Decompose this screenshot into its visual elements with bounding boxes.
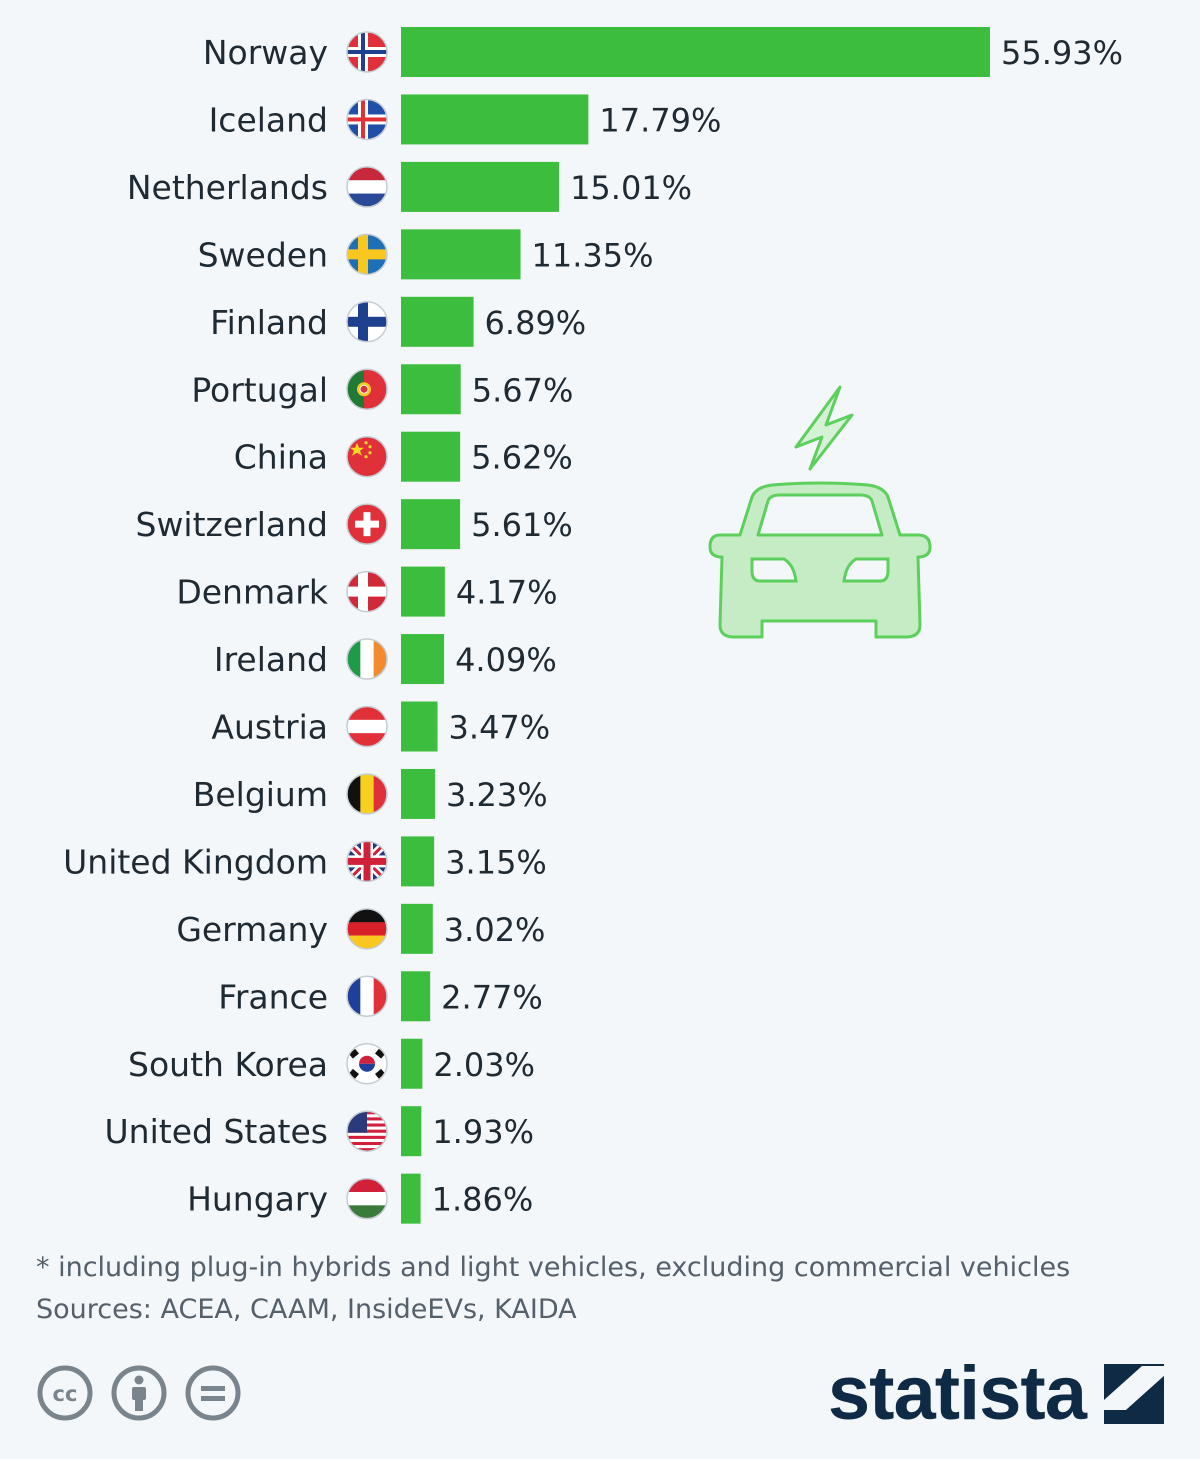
belgium-flag-icon bbox=[346, 773, 388, 815]
bar bbox=[401, 296, 474, 347]
country-label: Sweden bbox=[198, 235, 328, 274]
bar bbox=[401, 27, 990, 77]
value-label: 3.15% bbox=[445, 843, 547, 881]
bar bbox=[401, 431, 461, 482]
value-label: 5.62% bbox=[471, 439, 573, 477]
license-icons: cc bbox=[36, 1364, 242, 1422]
south-korea-flag-icon bbox=[346, 1043, 388, 1085]
sweden-flag-icon bbox=[346, 233, 388, 276]
bar bbox=[401, 768, 436, 819]
switzerland-flag-icon bbox=[346, 503, 388, 545]
portugal-flag-icon bbox=[346, 368, 388, 410]
bar bbox=[401, 499, 461, 550]
country-label: Austria bbox=[211, 708, 328, 747]
sources-text: Sources: ACEA, CAAM, InsideEVs, KAIDA bbox=[36, 1294, 577, 1325]
country-label: Hungary bbox=[187, 1180, 328, 1219]
bar bbox=[401, 94, 589, 145]
value-label: 1.86% bbox=[432, 1181, 534, 1219]
brand-name: statista bbox=[827, 1351, 1087, 1436]
svg-text:cc: cc bbox=[53, 1382, 78, 1406]
country-label: Germany bbox=[176, 910, 328, 949]
finland-flag-icon bbox=[346, 301, 388, 343]
value-label: 3.02% bbox=[444, 911, 546, 949]
china-flag-icon bbox=[346, 435, 388, 478]
value-label: 3.47% bbox=[449, 709, 551, 747]
country-label: Ireland bbox=[214, 640, 328, 679]
country-label: France bbox=[218, 977, 328, 1016]
netherlands-flag-icon bbox=[346, 166, 388, 208]
value-label: 2.77% bbox=[441, 978, 543, 1016]
cc-icon[interactable]: cc bbox=[36, 1364, 94, 1422]
bar bbox=[401, 836, 435, 887]
value-label: 15.01% bbox=[570, 169, 692, 207]
bar bbox=[401, 634, 445, 685]
bar bbox=[401, 701, 438, 752]
germany-flag-icon bbox=[346, 908, 388, 950]
france-flag-icon bbox=[346, 975, 388, 1018]
country-label: Norway bbox=[203, 33, 328, 72]
country-label: United States bbox=[105, 1112, 328, 1151]
bar bbox=[401, 903, 433, 954]
value-label: 4.17% bbox=[456, 574, 558, 612]
country-label: United Kingdom bbox=[63, 842, 328, 881]
bar bbox=[401, 1173, 421, 1224]
value-label: 6.89% bbox=[485, 304, 587, 342]
statista-logo[interactable]: statista bbox=[828, 1356, 1164, 1432]
electric-car-icon bbox=[708, 385, 932, 639]
country-label: Denmark bbox=[176, 573, 329, 612]
country-label: Portugal bbox=[191, 370, 328, 409]
value-label: 4.09% bbox=[455, 641, 557, 679]
norway-flag-icon bbox=[346, 31, 388, 73]
value-label: 17.79% bbox=[599, 101, 721, 139]
bar bbox=[401, 1106, 422, 1157]
attribution-icon[interactable] bbox=[110, 1364, 168, 1422]
country-label: Finland bbox=[210, 303, 328, 342]
value-label: 5.61% bbox=[471, 506, 573, 544]
value-label: 55.93% bbox=[1001, 34, 1123, 72]
country-label: Belgium bbox=[193, 775, 328, 814]
bar bbox=[401, 161, 560, 212]
iceland-flag-icon bbox=[346, 98, 388, 141]
value-label: 3.23% bbox=[446, 776, 548, 814]
united-states-flag-icon bbox=[346, 1110, 388, 1152]
bar bbox=[401, 229, 521, 280]
austria-flag-icon bbox=[346, 705, 388, 748]
bar bbox=[401, 1038, 423, 1089]
value-label: 11.35% bbox=[532, 236, 654, 274]
denmark-flag-icon bbox=[346, 570, 388, 613]
hungary-flag-icon bbox=[346, 1177, 388, 1220]
ireland-flag-icon bbox=[346, 638, 388, 680]
bar bbox=[401, 364, 461, 415]
bar-chart: Norway 55.93% Iceland 17.79% Netherlands 15.0… bbox=[63, 27, 1123, 1224]
country-label: Iceland bbox=[209, 100, 328, 139]
value-label: 2.03% bbox=[433, 1046, 535, 1084]
bar bbox=[401, 971, 431, 1022]
footnote: * including plug-in hybrids and light ve… bbox=[36, 1252, 1071, 1283]
no-derivatives-icon[interactable] bbox=[184, 1364, 242, 1422]
statista-mark-icon bbox=[1104, 1364, 1164, 1424]
value-label: 5.67% bbox=[472, 371, 574, 409]
bar bbox=[401, 566, 445, 617]
country-label: South Korea bbox=[128, 1045, 328, 1084]
value-label: 1.93% bbox=[432, 1113, 534, 1151]
country-label: Netherlands bbox=[127, 168, 328, 207]
country-label: China bbox=[234, 438, 328, 477]
country-label: Switzerland bbox=[136, 505, 329, 544]
united-kingdom-flag-icon bbox=[346, 840, 388, 883]
